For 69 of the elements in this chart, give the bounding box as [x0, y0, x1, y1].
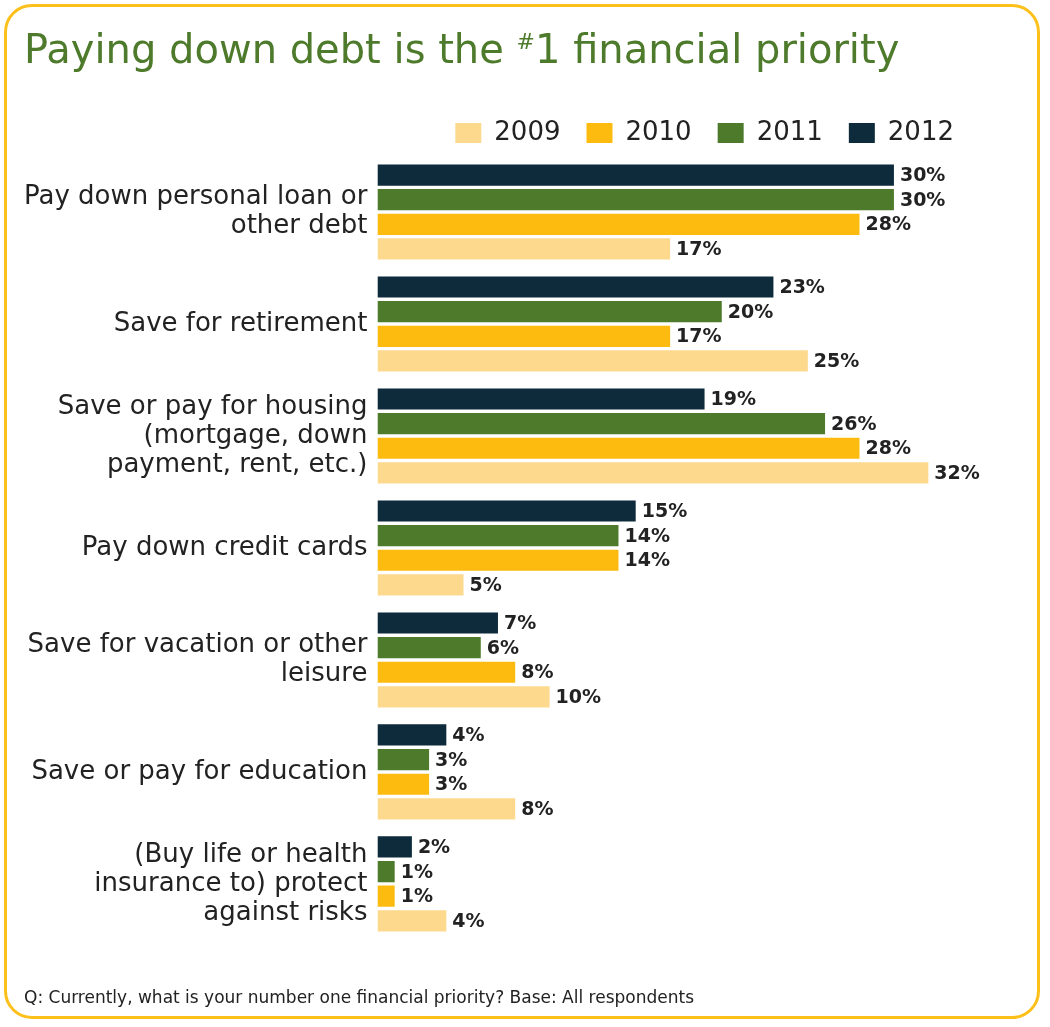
y-tick-label: Pay down credit cards [81, 530, 368, 561]
data-label: 1% [400, 859, 433, 882]
bar [377, 525, 619, 547]
bar [377, 860, 395, 883]
data-label: 3% [435, 747, 468, 770]
bar [377, 574, 464, 596]
bar [377, 910, 447, 932]
legend-label: 2009 [494, 115, 561, 146]
data-label: 28% [865, 436, 911, 459]
data-label: 8% [521, 660, 554, 683]
data-label: 10% [555, 684, 602, 707]
y-tick-label: Pay down personal loan or other debt [23, 180, 368, 240]
bar [377, 350, 808, 372]
bar [377, 301, 722, 323]
bar [377, 164, 894, 186]
bar [377, 836, 412, 858]
bar [377, 798, 516, 820]
bar [377, 500, 636, 522]
data-label: 25% [813, 348, 860, 371]
bar [377, 773, 430, 795]
y-tick-label: Save for retirement [113, 306, 368, 337]
legend-label: 2011 [756, 115, 823, 146]
bar [377, 612, 498, 634]
bar [377, 213, 860, 235]
data-label: 2% [417, 834, 451, 857]
data-label: 4% [452, 908, 485, 931]
bar [377, 661, 516, 683]
bar [377, 325, 671, 347]
bar [377, 238, 671, 260]
data-label: 8% [521, 796, 554, 819]
bar [377, 686, 550, 708]
data-label: 3% [435, 772, 468, 795]
data-label: 15% [641, 498, 688, 521]
bar [377, 413, 826, 435]
bar [377, 437, 860, 459]
bar [377, 549, 619, 571]
data-label: 14% [624, 523, 670, 546]
data-label: 5% [469, 572, 502, 595]
data-label: 6% [486, 635, 520, 658]
data-label: 23% [779, 274, 825, 297]
bar [377, 748, 430, 771]
bar [377, 276, 774, 298]
bar [377, 462, 929, 484]
data-label: 17% [676, 324, 722, 347]
data-label: 30% [899, 162, 946, 185]
chart-title: Paying down debt is the $^{#}$1 financial priority [24, 26, 900, 72]
bar [377, 885, 395, 907]
bar [377, 637, 481, 659]
bar [377, 189, 894, 211]
legend-label: 2012 [887, 115, 954, 146]
text: Q: Currently, what is your number one financial priority? Base: All respondents [24, 987, 695, 1007]
bar [377, 388, 705, 410]
data-label: 4% [452, 722, 485, 745]
data-label: 17% [676, 236, 722, 259]
data-label: 30% [899, 187, 946, 210]
data-label: 32% [934, 460, 980, 483]
y-tick-label: Save or pay for housing (mortgage, down payment, rent, etc.) [57, 389, 368, 478]
legend-label: 2010 [625, 115, 692, 146]
data-label: 28% [865, 212, 911, 235]
y-tick-label: (Buy life or health insurance to) protect against risks [94, 837, 368, 926]
y-tick-label: Save for vacation or other leisure [27, 628, 368, 688]
data-label: 14% [624, 548, 670, 571]
data-label: 26% [831, 411, 877, 434]
data-label: 19% [710, 386, 757, 409]
data-label: 1% [400, 884, 433, 907]
data-label: 7% [503, 610, 537, 633]
bar [377, 724, 447, 746]
y-tick-label: Save or pay for education [31, 754, 368, 785]
data-label: 20% [727, 299, 774, 322]
